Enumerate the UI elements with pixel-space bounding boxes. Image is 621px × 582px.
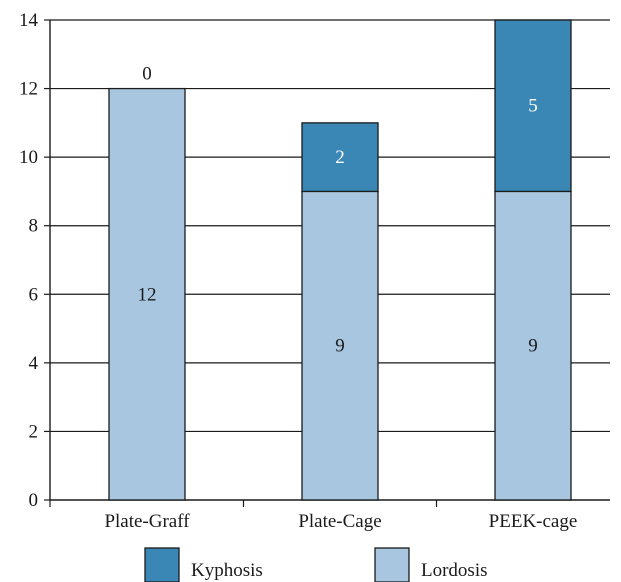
bars: 12 0 9 2 9 5 — [108, 19, 572, 501]
data-label-kyphosis-plate-cage: 2 — [335, 147, 345, 168]
y-tick-label: 6 — [29, 284, 39, 305]
x-tick-label: Plate-Cage — [298, 511, 381, 532]
bar-lordosis-peek-cage — [494, 190, 572, 501]
x-tick-label: Plate-Graff — [104, 511, 190, 532]
bar-kyphosis-peek-cage — [494, 19, 572, 193]
data-label-lordosis-plate-graff: 12 — [138, 284, 157, 305]
bar-lordosis-plate-graff — [108, 87, 186, 501]
data-label-kyphosis-peek-cage: 5 — [528, 96, 538, 117]
bar-lordosis-plate-cage — [301, 190, 379, 501]
legend-swatch-lordosis — [374, 547, 410, 582]
data-label-kyphosis-plate-graff: 0 — [142, 64, 152, 85]
legend-swatch-kyphosis — [144, 547, 180, 582]
legend-label-kyphosis: Kyphosis — [191, 560, 263, 581]
data-label-lordosis-peek-cage: 9 — [528, 336, 538, 357]
y-tick-label: 14 — [19, 10, 39, 31]
y-tick-label: 2 — [29, 421, 39, 442]
x-axis-labels: Plate-Graff Plate-Cage PEEK-cage — [104, 511, 577, 532]
y-axis-ticks: 0 2 4 6 8 10 12 14 — [19, 10, 50, 511]
x-tick-label: PEEK-cage — [489, 511, 578, 532]
bar-kyphosis-plate-cage — [301, 122, 379, 193]
y-tick-label: 0 — [29, 490, 39, 511]
y-tick-label: 4 — [29, 353, 39, 374]
y-tick-label: 8 — [29, 216, 39, 237]
y-tick-label: 12 — [19, 79, 38, 100]
legend-label-lordosis: Lordosis — [421, 560, 488, 581]
data-label-lordosis-plate-cage: 9 — [335, 336, 345, 357]
legend: Kyphosis Lordosis — [144, 547, 488, 582]
y-tick-label: 10 — [19, 147, 38, 168]
